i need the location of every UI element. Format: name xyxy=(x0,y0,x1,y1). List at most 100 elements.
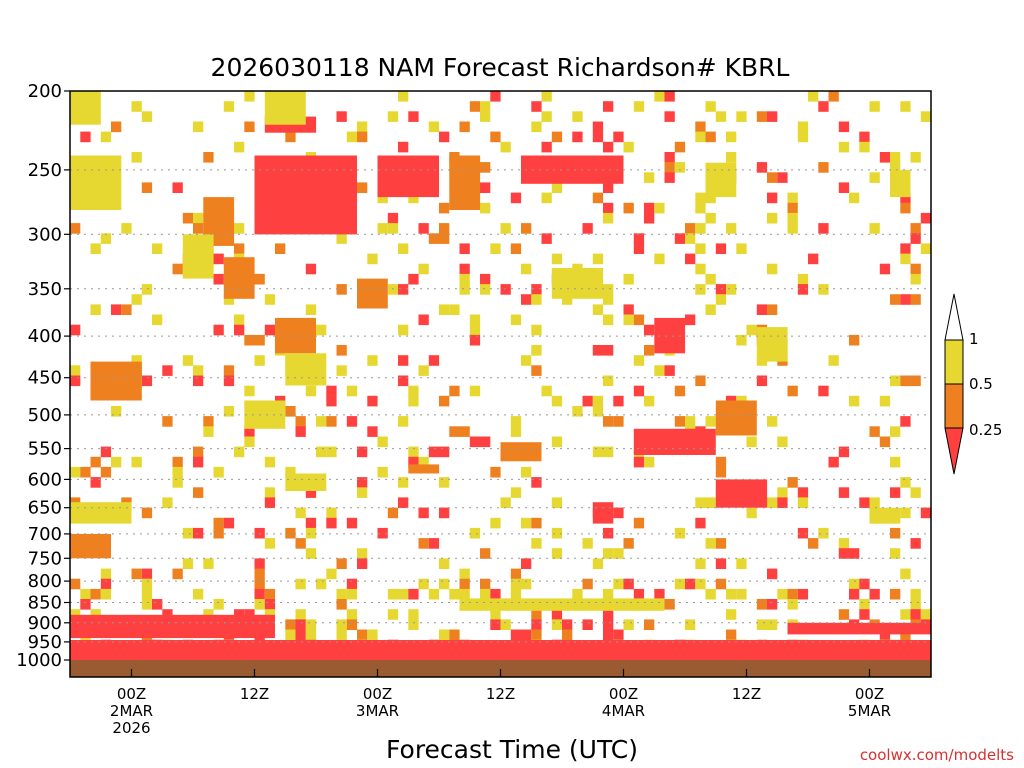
ri-region-low xyxy=(70,640,931,660)
ri-cell xyxy=(141,284,153,295)
ri-cell xyxy=(531,121,542,133)
ri-cell xyxy=(633,385,645,397)
ri-cell xyxy=(787,588,798,600)
ri-cell xyxy=(428,538,440,549)
ri-cell xyxy=(490,517,501,529)
ri-cell xyxy=(521,223,532,234)
ri-cell xyxy=(234,324,245,336)
ri-cell xyxy=(541,141,552,153)
ri-cell xyxy=(859,141,870,153)
ri-cell xyxy=(715,558,727,569)
ri-cell xyxy=(674,416,686,427)
ri-region-mid xyxy=(715,400,757,436)
ri-cell xyxy=(100,131,112,143)
ri-cell xyxy=(357,121,368,133)
ri-cell xyxy=(849,395,860,407)
x-tick-label: 12Z xyxy=(732,685,761,703)
ri-cell xyxy=(305,527,317,539)
ri-cell xyxy=(726,609,737,620)
ri-cell xyxy=(439,395,450,407)
ri-cell xyxy=(439,578,450,590)
ri-cell xyxy=(613,131,624,143)
colorbar-segment xyxy=(944,383,964,429)
ri-cell xyxy=(910,588,921,600)
ri-cell xyxy=(213,527,224,539)
ri-cell xyxy=(613,548,624,559)
ri-cell xyxy=(582,619,593,630)
ri-cell xyxy=(592,121,604,133)
ri-cell xyxy=(357,131,368,143)
ri-cell xyxy=(172,182,183,193)
ri-cell xyxy=(480,578,491,590)
ri-cell xyxy=(623,273,634,285)
ri-cell xyxy=(869,497,880,508)
ri-cell xyxy=(531,619,542,630)
ri-cell xyxy=(767,304,778,315)
ri-cell xyxy=(398,324,409,336)
ri-cell xyxy=(500,284,511,295)
ri-cell xyxy=(336,619,347,630)
ri-cell xyxy=(449,629,460,641)
ri-cell xyxy=(664,91,675,102)
ri-region-mid xyxy=(90,361,142,401)
ri-cell xyxy=(603,446,614,458)
ri-cell xyxy=(254,527,265,539)
ri-cell xyxy=(531,324,542,336)
ri-cell xyxy=(510,568,522,580)
ri-cell xyxy=(80,599,91,610)
ri-cell xyxy=(223,406,235,417)
ri-cell xyxy=(377,527,388,539)
ri-cell xyxy=(357,487,368,498)
ri-cell xyxy=(797,131,809,143)
ri-region-low xyxy=(521,155,624,184)
ri-cell xyxy=(603,629,614,641)
ri-cell xyxy=(131,355,142,366)
ri-cell xyxy=(398,243,409,254)
ri-cell xyxy=(121,223,132,234)
ri-cell xyxy=(869,426,880,437)
colorbar-label: 0.5 xyxy=(969,375,993,393)
ri-cell xyxy=(346,416,358,427)
ri-cell xyxy=(244,426,255,437)
ri-cell xyxy=(603,588,614,600)
y-tick-label: 850 xyxy=(28,593,62,614)
ri-cell xyxy=(305,629,317,641)
ri-cell xyxy=(695,375,706,387)
ri-cell xyxy=(644,172,655,183)
ri-cell xyxy=(920,212,932,224)
ri-region-low xyxy=(254,155,357,235)
ri-cell xyxy=(582,395,593,407)
ri-cell xyxy=(449,588,460,600)
ri-cell xyxy=(562,619,573,630)
ri-cell xyxy=(131,294,142,305)
ri-cell xyxy=(90,456,101,468)
ri-cell xyxy=(685,223,696,234)
ri-cell xyxy=(623,314,634,326)
ri-cell xyxy=(797,121,809,133)
ri-cell xyxy=(890,426,901,437)
ri-cell xyxy=(408,385,419,397)
ri-cell xyxy=(285,466,296,478)
ri-cell xyxy=(920,609,932,620)
ri-cell xyxy=(100,578,112,590)
ri-cell xyxy=(603,416,614,427)
ri-region-high xyxy=(756,327,788,362)
ri-cell xyxy=(654,588,665,600)
ri-cell xyxy=(705,416,716,427)
ri-cell xyxy=(326,517,337,529)
ri-cell xyxy=(756,599,768,610)
ri-cell xyxy=(603,609,614,620)
ri-cell xyxy=(295,416,306,427)
ri-cell xyxy=(726,223,737,234)
ri-cell xyxy=(521,466,532,478)
ri-cell xyxy=(644,202,655,214)
ri-cell xyxy=(890,487,901,498)
ri-cell xyxy=(141,599,153,610)
ri-cell xyxy=(469,324,481,336)
ri-cell xyxy=(531,538,542,549)
ri-cell xyxy=(920,243,932,254)
ri-cell xyxy=(541,111,552,122)
ri-cell xyxy=(141,578,153,590)
